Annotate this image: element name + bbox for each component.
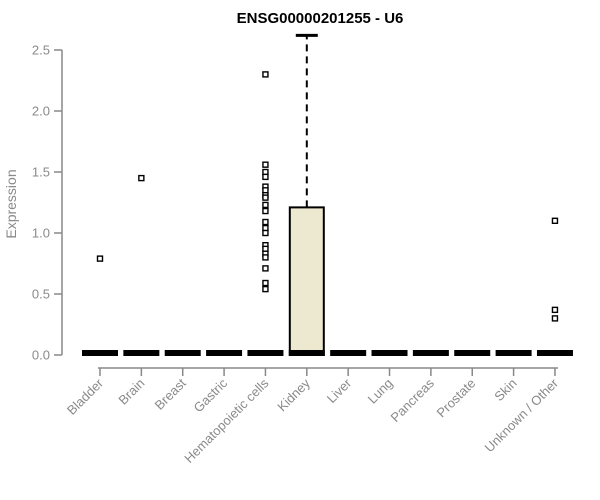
outlier-point [262, 161, 269, 168]
y-axis-tick-label: 1.0 [32, 226, 50, 241]
x-axis-category-label: Pancreas [388, 375, 438, 425]
outlier-point [262, 265, 269, 272]
x-axis-category-label: Breast [152, 375, 189, 412]
x-axis-category-label: Brain [115, 376, 147, 408]
outlier-point [262, 218, 269, 226]
x-axis-category-label: Prostate [434, 376, 479, 421]
outlier-point [262, 173, 269, 181]
outlier-point [262, 254, 269, 261]
outlier-point [262, 229, 269, 237]
outlier-point [551, 217, 559, 225]
outlier-point [551, 315, 559, 322]
outlier-point [96, 255, 104, 262]
y-axis-tick-label: 1.5 [32, 165, 50, 180]
y-axis-tick-label: 2.0 [32, 104, 50, 119]
chart-title: ENSG00000201255 - U6 [236, 10, 404, 27]
outlier-point [262, 285, 269, 293]
outlier-point [262, 194, 269, 201]
outlier-point [262, 207, 269, 215]
x-axis-category-label: Unknown / Other [481, 375, 561, 455]
x-axis-category-label: Bladder [64, 375, 107, 418]
outlier-point [138, 174, 145, 182]
x-axis-category-label: Skin [491, 376, 519, 404]
box-iqr [288, 206, 325, 356]
x-axis-category-label: Lung [365, 376, 396, 407]
x-axis-category-label: Liver [324, 375, 355, 406]
outlier-point [262, 71, 269, 78]
outlier-point [262, 279, 269, 287]
x-axis-category-label: Gastric [190, 375, 230, 415]
x-axis-category-label: Kidney [274, 375, 313, 414]
y-axis-tick-label: 0.5 [32, 287, 50, 302]
y-axis-tick-label: 2.5 [32, 43, 50, 58]
outlier-point [262, 201, 269, 209]
outlier-point [551, 306, 559, 314]
y-axis-tick-label: 0.0 [32, 348, 50, 363]
